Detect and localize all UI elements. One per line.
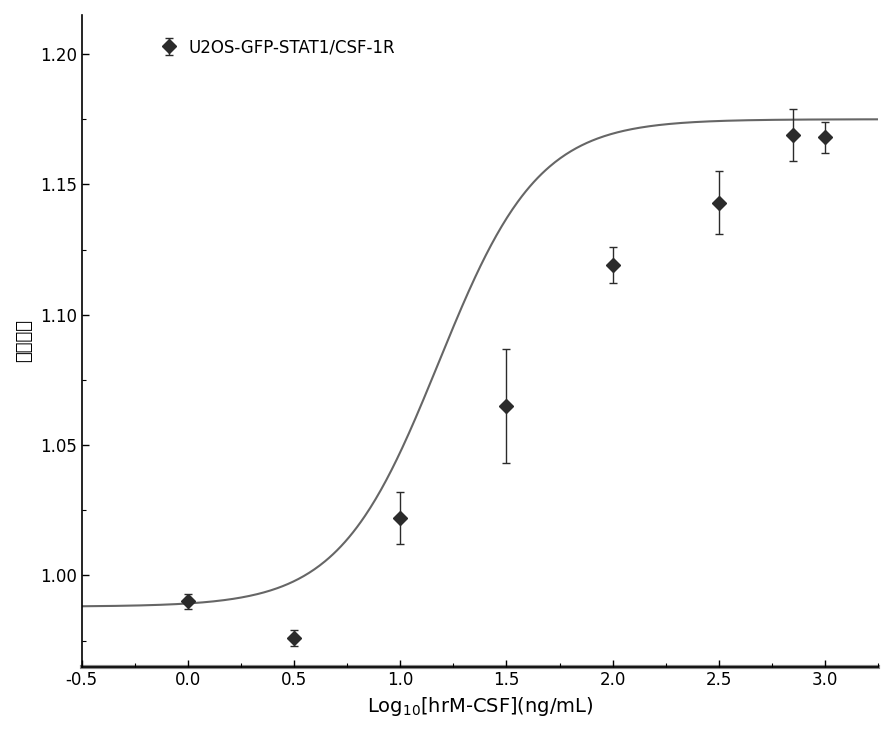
Legend: U2OS-GFP-STAT1/CSF-1R: U2OS-GFP-STAT1/CSF-1R — [154, 30, 404, 65]
Y-axis label: 核移指数: 核移指数 — [15, 320, 33, 362]
X-axis label: Log$_{10}$[hrM-CSF](ng/mL): Log$_{10}$[hrM-CSF](ng/mL) — [366, 695, 593, 718]
